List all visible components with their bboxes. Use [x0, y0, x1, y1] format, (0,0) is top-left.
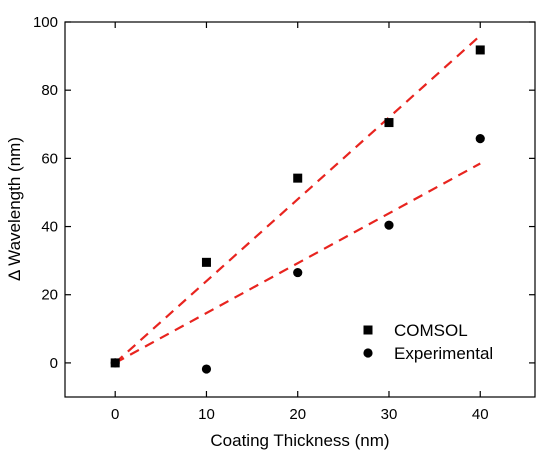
plot-frame	[64, 21, 536, 398]
legend-label-comsol: COMSOL	[394, 321, 468, 340]
fit-line-experimental	[114, 162, 481, 364]
data-markers	[110, 45, 485, 374]
y-tick-label: 80	[41, 82, 58, 99]
y-tick-label: 100	[33, 14, 58, 31]
y-tick-label: 60	[41, 150, 58, 167]
data-point-comsol	[384, 118, 394, 128]
data-point-experimental	[293, 267, 303, 278]
fit-lines	[114, 34, 481, 364]
fit-line-comsol	[114, 34, 481, 364]
legend-marker-comsol	[363, 325, 373, 335]
data-point-experimental	[201, 364, 212, 374]
x-tick-label: 20	[289, 406, 306, 423]
x-tick-label: 30	[381, 406, 398, 423]
legend-marker-experimental	[363, 348, 373, 358]
y-tick-label: 40	[41, 219, 58, 236]
y-axis-label: Δ Wavelength (nm)	[5, 137, 24, 281]
x-axis-label: Coating Thickness (nm)	[210, 431, 389, 450]
x-tick-label: 40	[472, 406, 489, 423]
data-point-comsol	[293, 173, 303, 183]
data-point-experimental	[110, 358, 120, 368]
data-point-comsol	[475, 45, 485, 55]
legend: COMSOL Experimental	[363, 321, 493, 363]
data-point-experimental	[384, 220, 394, 230]
data-point-comsol	[201, 257, 211, 267]
y-axis-ticks: 0 20 40 60 80 100	[33, 14, 535, 372]
y-tick-label: 20	[41, 287, 58, 304]
y-tick-label: 0	[50, 355, 58, 372]
data-point-experimental	[475, 133, 485, 144]
x-tick-label: 0	[111, 406, 119, 423]
legend-label-experimental: Experimental	[394, 344, 493, 363]
x-tick-label: 10	[198, 406, 215, 423]
x-axis-ticks: 0 10 20 30 40	[111, 22, 489, 423]
